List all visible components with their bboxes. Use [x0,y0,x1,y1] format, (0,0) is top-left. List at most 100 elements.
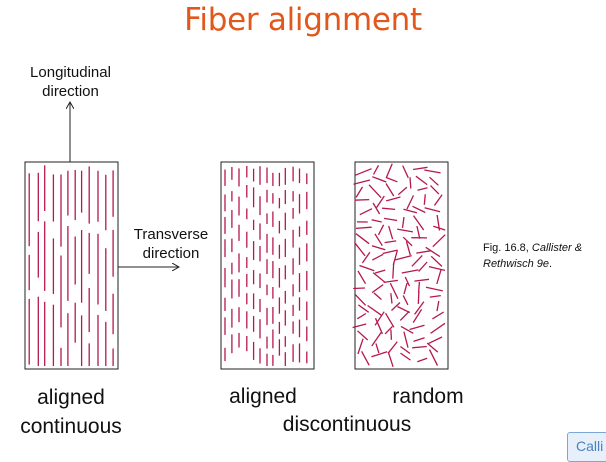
fiber [383,250,398,253]
fiber [356,234,369,244]
fiber [355,169,372,176]
caption-book: Rethwisch 9e [483,258,549,270]
fiber [410,325,425,329]
fiber [414,216,424,230]
fiber [403,295,408,305]
fiber [431,256,442,266]
fiber [360,209,372,215]
fiber [374,165,379,174]
fiber [398,187,407,194]
fiber [385,241,397,243]
longitudinal-label: Longitudinal direction [18,63,123,101]
fiber [416,176,427,184]
figure-caption: Fig. 16.8, Callister & Rethwisch 9e. [483,240,582,272]
fiber [413,167,427,169]
fiber [414,338,425,342]
label-continuous: continuous [5,412,137,441]
fiber [358,305,368,312]
fiber [437,301,439,311]
fiber [402,270,419,273]
fiber [375,270,385,273]
fiber [426,247,440,256]
fiber [395,256,412,260]
fiber [355,295,365,306]
panel-aligned-continuous [25,162,118,369]
fiber [368,306,382,316]
fiber [375,234,382,246]
fiber [356,227,372,228]
fiber [386,164,392,178]
fiber [419,262,428,271]
fiber [376,343,379,353]
fiber [354,242,365,256]
fiber [432,312,443,319]
fiber [430,177,439,185]
fiber [400,347,410,354]
fiber [393,263,394,279]
caption-line1: Fig. 16.8, Callister & [483,240,582,256]
fiber [379,225,384,235]
fiber [429,267,445,271]
fiber [373,273,385,283]
fiber [382,208,395,209]
fiber [388,342,397,354]
fiber [388,352,393,367]
fiber [397,229,413,232]
fiber [372,220,382,222]
label-discontinuous: discontinuous [262,410,432,439]
fiber [401,326,413,333]
fiber [404,209,417,213]
fiber [369,185,381,198]
fiber [403,166,409,178]
fiber [372,246,385,250]
longitudinal-line1: Longitudinal [18,63,123,82]
fiber [404,332,408,348]
corner-button[interactable]: Calli [567,432,606,462]
fiber [405,277,409,286]
fiber [384,218,397,220]
fiber [426,287,443,291]
fibers-aligned-continuous [29,165,113,366]
fiber [407,195,414,209]
panel-random [355,162,448,369]
fiber [410,177,411,188]
fiber [404,283,407,294]
fiber [355,200,370,201]
label-aligned-1: aligned [5,383,137,412]
fibers-aligned-discontinuous [225,166,307,366]
fiber [437,269,441,284]
fiber [427,343,438,352]
label-aligned-2: aligned [213,382,313,411]
fiber [425,208,441,212]
fiber [424,194,425,205]
fiber [412,255,422,266]
fiber [389,226,393,239]
fiber [354,180,371,184]
fiber [386,177,398,181]
fiber [416,251,430,253]
caption-authors: Callister & [532,242,582,254]
fiber [372,254,383,260]
fiber [374,293,382,300]
fiber [434,195,442,206]
fiber [418,188,428,191]
fiber [417,358,427,362]
transverse-line1: Transverse [125,225,217,244]
fiber [360,266,375,271]
caption-suffix: . [549,258,552,270]
fiber [353,288,365,289]
fiber [372,177,386,182]
label-aligned-continuous: aligned continuous [5,383,137,441]
fiber [414,279,429,281]
fiber [430,350,438,366]
fiber [431,323,446,333]
fiber [401,353,411,360]
transverse-label: Transverse direction [125,225,217,263]
label-random: random [378,382,478,411]
fiber [424,170,440,173]
fiber [386,184,394,197]
fiber [431,186,439,195]
fiber [412,347,427,348]
longitudinal-line2: direction [18,82,123,101]
fiber [430,296,441,298]
